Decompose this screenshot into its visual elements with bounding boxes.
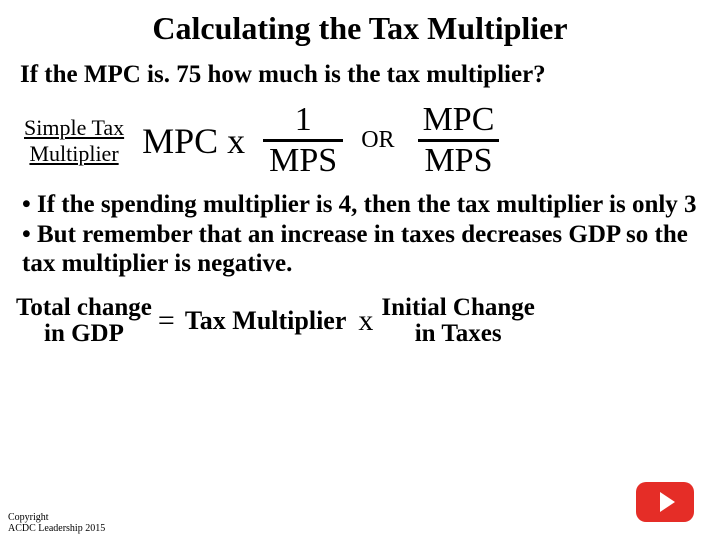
frac2-denominator: MPS — [418, 139, 498, 178]
equation-mid: Tax Multiplier — [185, 306, 347, 336]
copyright-line1: Copyright — [8, 512, 105, 523]
bullet-1: • If the spending multiplier is 4, then … — [22, 190, 698, 220]
question-text: If the MPC is. 75 how much is the tax mu… — [0, 47, 720, 97]
frac2-numerator: MPC — [417, 103, 501, 139]
equation-row: Total change in GDP = Tax Multiplier x I… — [0, 285, 720, 348]
frac1-denominator: MPS — [263, 139, 343, 178]
eq-lhs-line2: in GDP — [44, 321, 124, 347]
youtube-icon[interactable] — [636, 482, 694, 522]
formula-row: Simple Tax Multiplier MPC x 1 MPS OR MPC… — [0, 97, 720, 184]
equation-equals: = — [158, 304, 175, 338]
formula-or: OR — [361, 127, 394, 154]
formula-label-line2: Multiplier — [24, 141, 124, 166]
eq-lhs-line1: Total change — [16, 295, 152, 321]
equation-rhs: Initial Change in Taxes — [381, 295, 535, 348]
bullet-2: • But remember that an increase in taxes… — [22, 220, 698, 279]
formula-mpcx: MPC x — [142, 120, 245, 162]
formula-fraction-2: MPC MPS — [417, 103, 501, 178]
equation-lhs: Total change in GDP — [16, 295, 152, 348]
eq-rhs-line2: in Taxes — [415, 321, 502, 347]
bullets: • If the spending multiplier is 4, then … — [0, 184, 720, 285]
frac1-numerator: 1 — [289, 103, 318, 139]
formula-label-line1: Simple Tax — [24, 115, 124, 140]
formula-label: Simple Tax Multiplier — [24, 115, 124, 166]
formula-fraction-1: 1 MPS — [263, 103, 343, 178]
eq-rhs-line1: Initial Change — [381, 295, 535, 321]
copyright-line2: ACDC Leadership 2015 — [8, 523, 105, 534]
copyright: Copyright ACDC Leadership 2015 — [8, 512, 105, 534]
page-title: Calculating the Tax Multiplier — [0, 0, 720, 47]
equation-times: x — [358, 304, 373, 338]
